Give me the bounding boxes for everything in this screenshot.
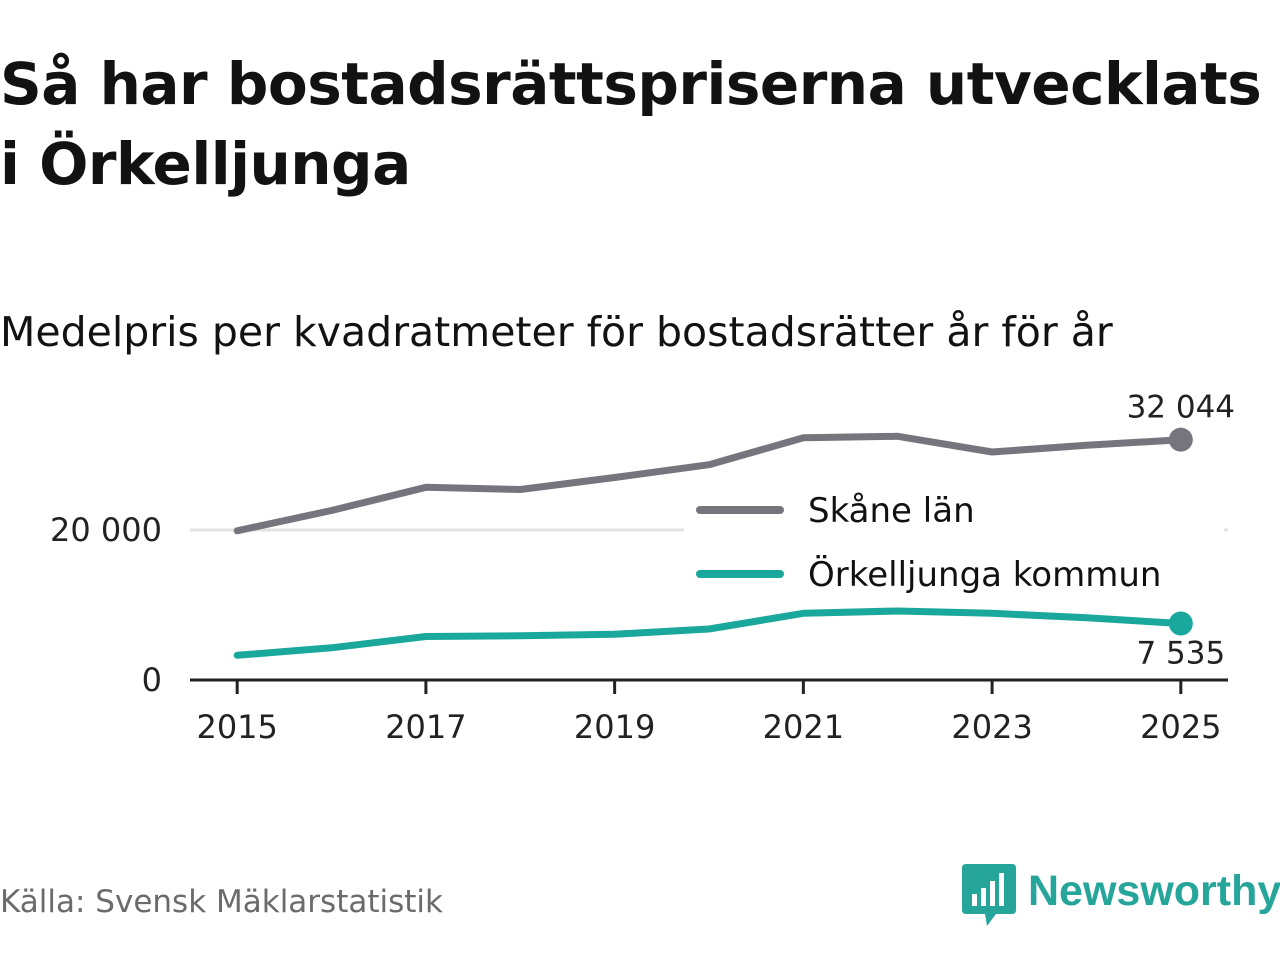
series-line-1 (233, 607, 1185, 659)
x-tick-label: 2021 (763, 708, 844, 746)
x-tick-label: 2025 (1140, 708, 1221, 746)
legend-label-1: Örkelljunga kommun (808, 554, 1161, 595)
legend-label-0: Skåne län (808, 491, 975, 531)
x-tick-label: 2015 (196, 708, 277, 746)
brand-name: Newsworthy (1028, 867, 1280, 915)
x-tick-label: 2023 (951, 708, 1032, 746)
legend-box (684, 476, 1224, 606)
y-tick-label: 0 (142, 661, 162, 699)
y-tick-label: 20 000 (50, 511, 162, 549)
source-note: Källa: Svensk Mäklarstatistik (0, 884, 443, 920)
line-chart: 0 20 000 2015 2017 2019 2021 2023 2025 Skåne län… (50, 390, 1235, 746)
newsworthy-brand: Newsworthy (962, 864, 1280, 928)
series-line-0 (233, 432, 1185, 535)
x-tick-label: 2019 (574, 708, 655, 746)
newsworthy-logo-icon (962, 864, 1016, 926)
series-end-label-0: 32 044 (1127, 390, 1235, 426)
chart-subtitle: Medelpris per kvadratmeter för bostadsrä… (0, 308, 1113, 356)
series-endpoint-0 (1168, 427, 1193, 452)
series-end-label-1: 7 535 (1136, 635, 1225, 671)
series-endpoint-1 (1168, 611, 1193, 636)
x-tick-label: 2017 (385, 708, 466, 746)
chart-title: Så har bostadsrättspriserna utvecklats i… (0, 50, 1262, 198)
